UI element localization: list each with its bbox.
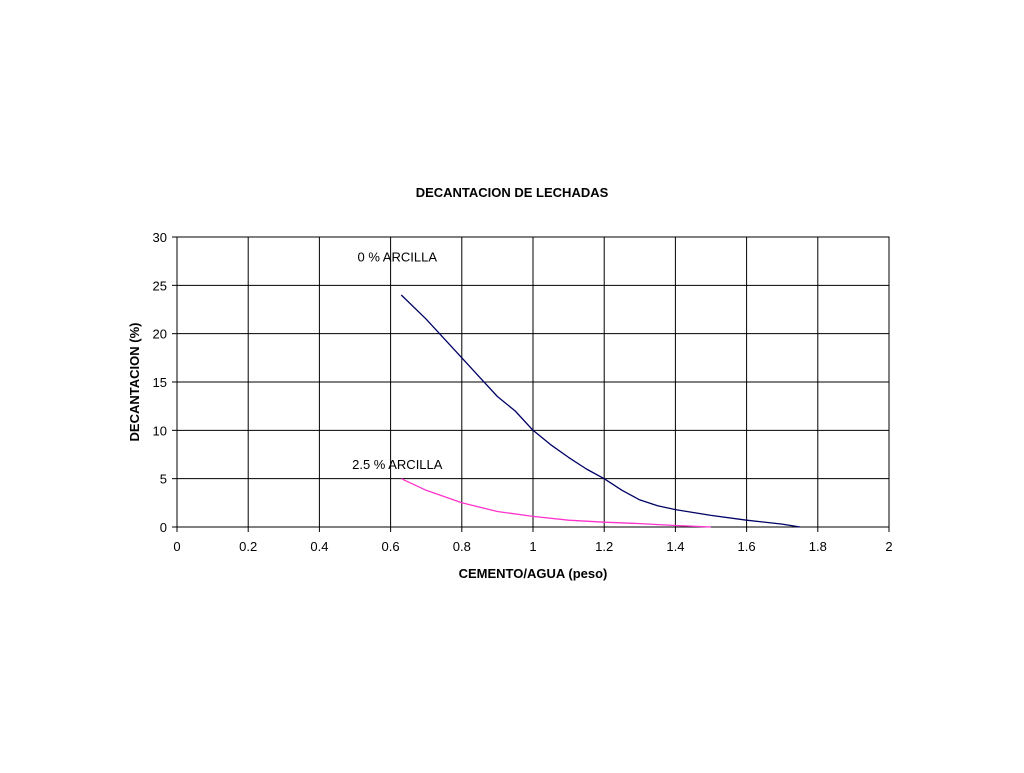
series-line-1 <box>401 478 712 528</box>
x-tick-label: 0.6 <box>382 539 400 554</box>
grid <box>176 236 890 528</box>
series <box>400 294 801 528</box>
x-tick-label: 0.2 <box>239 539 257 554</box>
x-tick-label: 1 <box>529 539 536 554</box>
y-tick-label: 15 <box>153 375 167 390</box>
x-tick-label: 1.4 <box>666 539 684 554</box>
axes: 0 5 10 15 20 25 30 0 0.2 0.4 0.6 0.8 1 1.2 1.4 1.6 1.8 2 <box>153 230 893 554</box>
y-axis-title: DECANTACION (%) <box>127 323 142 442</box>
x-tick-label: 1.6 <box>738 539 756 554</box>
series-annotation: 0 % ARCILLA <box>358 249 438 264</box>
x-tick-label: 0 <box>173 539 180 554</box>
annotations: 0 % ARCILLA 2.5 % ARCILLA <box>352 249 443 472</box>
y-tick-label: 5 <box>160 472 167 487</box>
x-tick-label: 0.4 <box>310 539 328 554</box>
series-annotation: 2.5 % ARCILLA <box>352 457 443 472</box>
x-tick-label: 0.8 <box>453 539 471 554</box>
x-tick-label: 1.8 <box>809 539 827 554</box>
x-axis-title: CEMENTO/AGUA (peso) <box>459 566 608 581</box>
chart-title: DECANTACION DE LECHADAS <box>416 185 609 200</box>
y-tick-label: 0 <box>160 520 167 535</box>
series-line-0 <box>400 294 801 528</box>
y-tick-label: 10 <box>153 423 167 438</box>
y-tick-label: 30 <box>153 230 167 245</box>
y-tick-label: 25 <box>153 278 167 293</box>
x-tick-label: 2 <box>885 539 892 554</box>
x-tick-label: 1.2 <box>595 539 613 554</box>
y-tick-label: 20 <box>153 327 167 342</box>
